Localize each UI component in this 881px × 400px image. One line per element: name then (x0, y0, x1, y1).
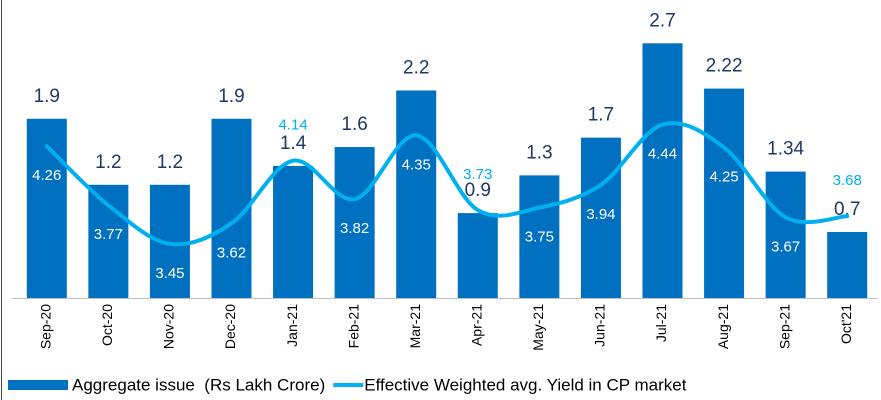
line (44, 121, 850, 247)
x-tick-label: Apr-21 (468, 304, 484, 346)
x-tick-label: Oct-20 (99, 304, 115, 346)
x-tick-label: Sep-20 (37, 304, 53, 349)
line-value-label: 3.73 (463, 166, 492, 183)
x-tick-label: Jul-21 (653, 304, 669, 342)
bar (580, 137, 621, 298)
line-value-label: 4.26 (32, 167, 61, 184)
bar-value-label: 1.9 (34, 86, 60, 107)
line-value-label: 3.77 (94, 226, 123, 243)
bar-value-label: 0.9 (465, 180, 491, 201)
legend-swatch (8, 380, 68, 390)
x-tick-label: Aug-21 (715, 304, 731, 349)
line-value-label: 3.82 (340, 220, 369, 237)
bar-value-label: 1.2 (157, 152, 183, 173)
x-tick-label: Jun-21 (592, 304, 608, 347)
x-tick-label: Feb-21 (345, 304, 361, 349)
line-value-label: 3.75 (525, 229, 554, 246)
x-tick-label: Dec-20 (222, 304, 238, 349)
bar (827, 231, 868, 298)
bar-value-label: 1.6 (341, 114, 367, 135)
bar-value-label: 1.4 (280, 133, 307, 154)
line-value-label: 3.67 (771, 238, 800, 255)
x-tick-label: May-21 (530, 304, 546, 351)
line-value-label: 4.35 (402, 156, 431, 173)
bar (704, 88, 745, 298)
line-value-label: 3.62 (217, 244, 246, 261)
bar-value-label: 2.2 (403, 57, 429, 78)
legend-label: Effective Weighted avg. Yield in CP mark… (364, 375, 687, 394)
bar-value-label: 1.2 (95, 152, 121, 173)
bar-value-label: 2.7 (649, 10, 675, 31)
x-tick-label: Jan-21 (284, 304, 300, 347)
x-tick-label: Oct'21 (838, 304, 854, 344)
bar-value-label: 2.22 (706, 56, 743, 77)
legend-label: Aggregate issue (Rs Lakh Crore) (72, 375, 325, 394)
bar-value-label: 1.3 (526, 142, 552, 163)
line-value-label: 3.45 (155, 265, 184, 282)
bar-value-label: 0.7 (834, 199, 860, 220)
x-tick-label: Mar-21 (407, 304, 423, 349)
line-value-label: 3.94 (586, 206, 615, 223)
bar (396, 90, 437, 298)
bar-value-label: 1.7 (588, 105, 614, 126)
bar (334, 147, 375, 298)
bar-value-label: 1.34 (767, 139, 804, 160)
bar (273, 165, 314, 298)
x-tick-label: Sep-21 (776, 304, 792, 349)
bar (642, 43, 683, 298)
line-value-label: 4.14 (278, 117, 307, 134)
bar (519, 175, 560, 298)
bar (457, 213, 498, 298)
bar (765, 171, 806, 298)
x-tick-label: Nov-20 (161, 304, 177, 349)
line-value-label: 3.68 (833, 172, 862, 189)
line-value-label: 4.25 (709, 168, 738, 185)
bar-value-label: 1.9 (218, 86, 244, 107)
line-value-label: 4.44 (648, 146, 677, 163)
